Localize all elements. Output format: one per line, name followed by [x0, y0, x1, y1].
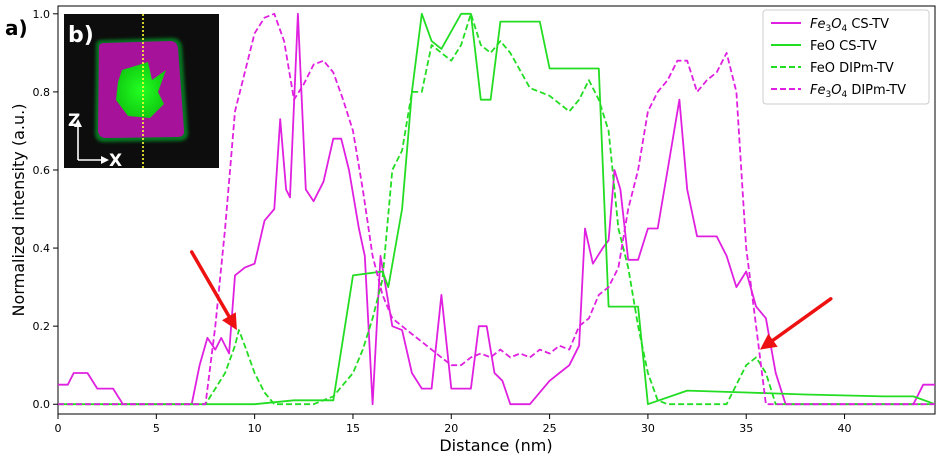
panel-label-a: a) — [5, 16, 28, 40]
y-tick-label: 0.8 — [33, 86, 51, 99]
y-tick-label: 0.0 — [33, 398, 51, 411]
arrow-layer — [189, 250, 833, 350]
plot-frame — [57, 5, 936, 415]
series-feo-dipm-tv — [58, 12, 935, 406]
inset-x-arrowhead — [101, 156, 109, 164]
inset-core — [116, 62, 166, 118]
x-tick-label: 10 — [248, 422, 262, 435]
y-axis-title: Normalized intensity (a.u.) — [9, 104, 28, 317]
inset-image: b) Z X — [64, 14, 219, 171]
legend-label-feo-cs-tv: FeO CS-TV — [810, 39, 877, 54]
x-tick-label: 20 — [444, 422, 458, 435]
x-tick-label: 5 — [153, 422, 160, 435]
x-tick-label: 30 — [641, 422, 655, 435]
inset-x-label: X — [109, 151, 122, 171]
y-tick-label: 0.6 — [33, 164, 51, 177]
panel-label-b: b) — [68, 23, 94, 48]
annotation-arrow — [771, 297, 833, 343]
x-tick-label: 0 — [55, 422, 62, 435]
inset-z-arrowhead — [74, 119, 82, 127]
y-tick-label: 0.2 — [33, 320, 51, 333]
y-tick-label: 1.0 — [33, 8, 51, 21]
series-feo-cs-tv — [58, 12, 935, 406]
x-tick-label: 25 — [543, 422, 557, 435]
series-layer — [58, 12, 935, 406]
legend: Fe3O4 CS-TV FeO CS-TV FeO DIPm-TV Fe3O4 … — [762, 9, 930, 105]
series-fe3o4-cs-tv — [58, 12, 935, 406]
legend-label-fe3o4-cs-tv: Fe3O4 CS-TV — [810, 17, 889, 34]
annotation-arrow — [189, 250, 231, 318]
x-tick-label: 35 — [739, 422, 753, 435]
inset-z-label: Z — [68, 111, 80, 131]
y-tick-label: 0.4 — [33, 242, 51, 255]
legend-box — [762, 9, 930, 105]
series-fe3o4-dipm-tv — [58, 12, 935, 406]
legend-label-feo-dipm-tv: FeO DIPm-TV — [810, 61, 894, 76]
x-tick-label: 40 — [838, 422, 852, 435]
x-axis-ticks: 0 5 10 15 20 25 30 35 40 — [55, 414, 852, 435]
annotation-arrowhead — [222, 312, 237, 331]
annotation-arrowhead — [760, 333, 778, 350]
x-axis-title: Distance (nm) — [439, 436, 552, 455]
y-axis-ticks: 0.0 0.2 0.4 0.6 0.8 1.0 — [33, 8, 58, 411]
legend-label-fe3o4-dipm-tv: Fe3O4 DIPm-TV — [810, 83, 906, 100]
x-tick-label: 15 — [346, 422, 360, 435]
